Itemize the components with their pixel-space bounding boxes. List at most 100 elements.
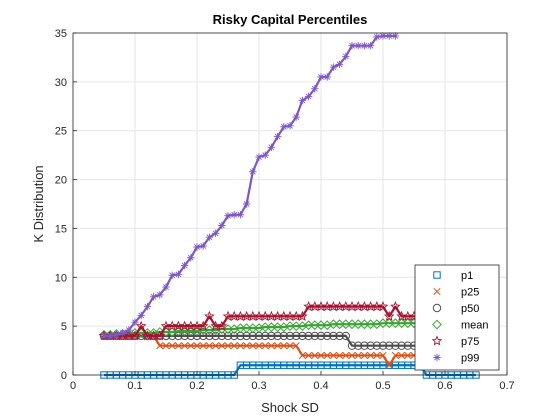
data-point-p25 bbox=[336, 351, 344, 360]
x-tick-label: 0.2 bbox=[189, 380, 204, 392]
x-tick-label: 0.7 bbox=[499, 380, 514, 392]
data-point-p25 bbox=[323, 351, 331, 360]
data-point-p25 bbox=[342, 351, 350, 360]
data-point-p99 bbox=[335, 60, 344, 68]
data-point-p50 bbox=[397, 341, 406, 350]
data-point-p25 bbox=[243, 342, 251, 350]
legend: p1 p25 p50 mean p75 p99 bbox=[414, 264, 500, 371]
data-point-p75 bbox=[216, 320, 228, 331]
axis-ticks: 0 0.1 0.2 0.3 0.4 0.5 0.6 0.7 0 5 10 15 20 25 30 35 bbox=[55, 28, 515, 392]
data-point-p25 bbox=[398, 351, 406, 360]
data-point-p25 bbox=[385, 361, 393, 369]
x-tick-label: 0.4 bbox=[313, 380, 328, 392]
series-p99 bbox=[100, 32, 400, 340]
data-point-p25 bbox=[274, 342, 282, 350]
data-point-p50 bbox=[223, 331, 233, 341]
legend-label-p99: p99 bbox=[461, 353, 479, 365]
data-point-p75 bbox=[154, 330, 166, 341]
y-tick-label: 0 bbox=[61, 370, 67, 382]
data-point-p99 bbox=[137, 311, 145, 320]
data-point-p99 bbox=[205, 233, 214, 241]
data-point-p25 bbox=[181, 342, 189, 350]
data-point-p75 bbox=[390, 301, 401, 312]
data-point-p25 bbox=[354, 351, 362, 360]
data-point-p99 bbox=[224, 212, 232, 220]
data-point-p25 bbox=[317, 351, 325, 360]
axes-box bbox=[72, 32, 508, 376]
data-point-p75 bbox=[197, 320, 209, 331]
data-point-p99 bbox=[143, 302, 152, 311]
data-point-p25 bbox=[156, 342, 164, 350]
data-point-p50 bbox=[378, 341, 388, 350]
data-point-p50 bbox=[261, 331, 270, 341]
data-point-p99 bbox=[273, 132, 282, 141]
x-tick-label: 0.5 bbox=[375, 380, 390, 392]
data-point-p50 bbox=[360, 341, 369, 350]
data-point-p99 bbox=[255, 153, 263, 161]
data-point-p25 bbox=[391, 351, 399, 360]
data-point-p50 bbox=[199, 331, 208, 341]
data-point-p99 bbox=[348, 42, 356, 50]
y-tick-label: 25 bbox=[55, 126, 67, 138]
data-point-p25 bbox=[267, 342, 275, 350]
data-point-p99 bbox=[360, 42, 369, 50]
data-point-p99 bbox=[298, 96, 307, 105]
data-point-p50 bbox=[211, 331, 220, 341]
data-point-p25 bbox=[379, 351, 387, 360]
x-axis-label: Shock SD bbox=[261, 400, 319, 415]
data-point-p50 bbox=[174, 331, 183, 341]
y-tick-label: 30 bbox=[55, 77, 67, 89]
data-point-p50 bbox=[372, 341, 381, 350]
data-point-p99 bbox=[267, 143, 276, 152]
legend-label-p25: p25 bbox=[461, 287, 479, 299]
data-point-p25 bbox=[329, 351, 337, 360]
data-point-p50 bbox=[391, 341, 400, 350]
data-point-p99 bbox=[292, 113, 300, 121]
data-point-p50 bbox=[316, 331, 326, 341]
y-tick-label: 10 bbox=[55, 272, 67, 284]
legend-label-p50: p50 bbox=[461, 303, 479, 315]
data-point-p99 bbox=[286, 122, 294, 130]
data-point-p99 bbox=[149, 293, 158, 301]
series-layer bbox=[98, 32, 482, 379]
data-point-p50 bbox=[285, 331, 295, 341]
data-point-p25 bbox=[404, 351, 412, 360]
data-point-p25 bbox=[292, 342, 300, 350]
legend-marker-p25 bbox=[433, 287, 441, 296]
data-point-p25 bbox=[174, 342, 182, 350]
data-point-p99 bbox=[131, 318, 139, 326]
data-point-p50 bbox=[298, 331, 307, 341]
series-line-mean bbox=[104, 322, 476, 337]
y-tick-label: 20 bbox=[55, 175, 67, 187]
data-point-p99 bbox=[280, 123, 288, 131]
data-point-p99 bbox=[366, 42, 375, 50]
data-point-p25 bbox=[193, 342, 201, 350]
data-point-p50 bbox=[292, 331, 301, 341]
data-point-p99 bbox=[249, 168, 257, 176]
data-point-p99 bbox=[211, 229, 220, 238]
data-point-p99 bbox=[317, 73, 325, 81]
data-point-p99 bbox=[218, 221, 226, 230]
data-point-p75 bbox=[204, 310, 215, 321]
data-point-p50 bbox=[230, 331, 239, 341]
data-point-p25 bbox=[280, 342, 288, 350]
data-point-p25 bbox=[230, 342, 238, 350]
legend-box bbox=[414, 264, 500, 371]
data-point-p50 bbox=[205, 331, 214, 341]
y-axis-label: K Distribution bbox=[31, 165, 46, 242]
data-point-p99 bbox=[193, 243, 201, 251]
data-point-p99 bbox=[118, 329, 127, 337]
data-point-p50 bbox=[192, 331, 202, 341]
data-point-p50 bbox=[180, 331, 189, 341]
data-point-p99 bbox=[311, 84, 319, 93]
chart-title: Risky Capital Percentiles bbox=[213, 12, 368, 27]
data-point-p75 bbox=[129, 330, 141, 341]
legend-label-p1: p1 bbox=[461, 270, 473, 282]
data-point-p50 bbox=[329, 331, 338, 341]
y-tick-label: 5 bbox=[61, 321, 67, 333]
y-tick-label: 15 bbox=[55, 223, 67, 235]
data-point-p25 bbox=[224, 342, 232, 350]
data-point-p99 bbox=[379, 32, 387, 40]
legend-marker-p99 bbox=[433, 353, 441, 362]
